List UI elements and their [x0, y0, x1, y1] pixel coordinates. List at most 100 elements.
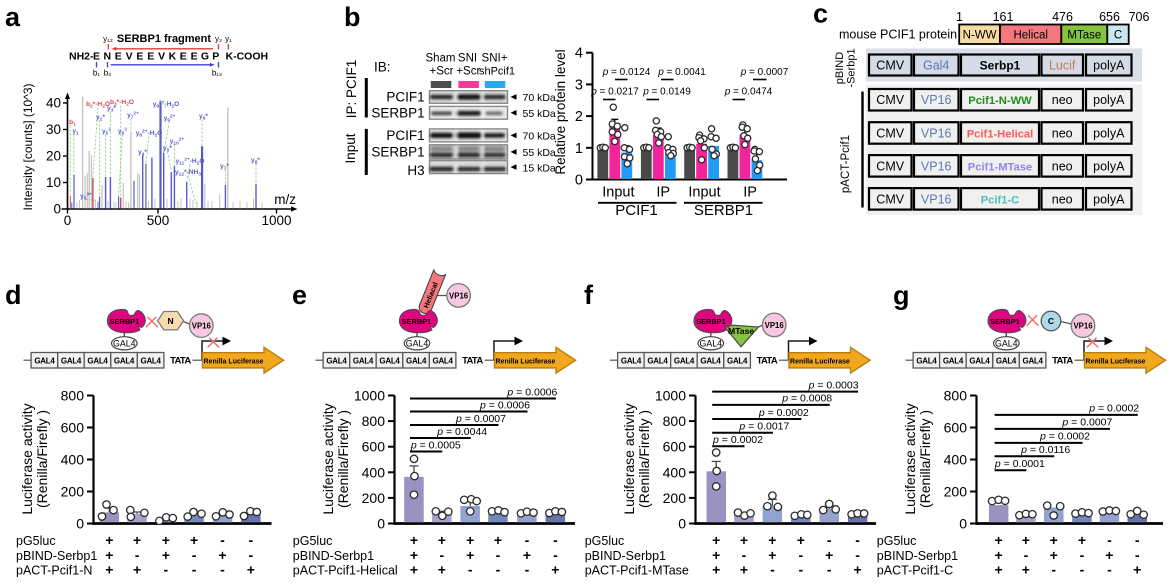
svg-text:-: -	[1080, 547, 1085, 563]
svg-text:N: N	[104, 51, 112, 63]
svg-text:-: -	[496, 562, 501, 578]
svg-text:p = 0.0008: p = 0.0008	[781, 393, 832, 405]
svg-text:0: 0	[575, 173, 583, 189]
svg-text:E: E	[136, 51, 143, 63]
svg-text:y52: y52	[102, 127, 111, 137]
svg-text:b1: b1	[69, 119, 76, 128]
svg-text:800: 800	[663, 413, 687, 429]
svg-text:p = 0.0002: p = 0.0002	[1088, 403, 1139, 415]
svg-text:pACT-Pcif1-Helical: pACT-Pcif1-Helical	[293, 564, 398, 578]
svg-text:MTase: MTase	[1067, 30, 1101, 42]
svg-text:neo: neo	[1052, 159, 1073, 173]
svg-text:pBIND-Serbp1: pBIND-Serbp1	[16, 549, 97, 563]
svg-text:+: +	[438, 532, 446, 548]
svg-text:VP16: VP16	[765, 321, 785, 330]
svg-text:y6*: y6*	[199, 113, 208, 122]
svg-text:TATA: TATA	[1052, 356, 1073, 367]
svg-text:-: -	[135, 547, 140, 563]
svg-text:GAL4: GAL4	[996, 357, 1017, 366]
svg-text:GAL4: GAL4	[647, 357, 668, 366]
svg-text:Pcif1-C: Pcif1-C	[981, 194, 1020, 206]
svg-text:+: +	[712, 547, 720, 563]
svg-text:SERBP1: SERBP1	[990, 317, 1020, 326]
svg-text:b3*-H2O: b3*-H2O	[110, 99, 134, 108]
svg-text:+: +	[247, 562, 255, 578]
svg-text:200: 200	[944, 484, 968, 500]
svg-text:p = 0.0002: p = 0.0002	[712, 434, 763, 446]
svg-text:y5*: y5*	[163, 145, 172, 154]
svg-text:p = 0.0217: p = 0.0217	[590, 87, 639, 98]
svg-text:400: 400	[663, 464, 687, 480]
svg-text:GAL4: GAL4	[621, 357, 642, 366]
svg-text:p = 0.0002: p = 0.0002	[758, 407, 809, 419]
svg-text:400: 400	[362, 464, 386, 480]
svg-text:GAL4: GAL4	[916, 357, 937, 366]
svg-text:C: C	[1048, 316, 1054, 326]
svg-text:p = 0.0474: p = 0.0474	[724, 87, 773, 98]
svg-text:20: 20	[46, 149, 61, 164]
svg-text:-: -	[1107, 532, 1112, 548]
svg-text:p = 0.0006: p = 0.0006	[506, 386, 557, 398]
svg-text:+: +	[410, 532, 418, 548]
svg-text:TATA: TATA	[757, 356, 778, 367]
svg-text:Relative protein level: Relative protein level	[553, 49, 568, 174]
svg-text:p = 0.0007: p = 0.0007	[740, 67, 789, 78]
svg-text:GAL4: GAL4	[34, 357, 55, 366]
svg-text:Gal4: Gal4	[923, 59, 949, 73]
svg-text:-: -	[1080, 562, 1085, 578]
svg-text:E: E	[93, 51, 100, 63]
svg-text:+: +	[523, 547, 531, 563]
svg-text:SERBP1: SERBP1	[694, 202, 753, 219]
svg-text:+: +	[1022, 532, 1030, 548]
svg-text:GAL4: GAL4	[114, 357, 135, 366]
svg-text:pG5luc: pG5luc	[877, 534, 917, 548]
svg-text:-: -	[855, 532, 860, 548]
svg-text:+: +	[1050, 532, 1058, 548]
svg-text:70 kDa: 70 kDa	[523, 92, 556, 104]
svg-text:476: 476	[1052, 10, 1073, 24]
svg-text:+: +	[105, 547, 113, 563]
svg-text:40: 40	[46, 96, 61, 111]
svg-text:-: -	[798, 562, 803, 578]
svg-text:GAL4: GAL4	[1023, 357, 1044, 366]
svg-text:GAL4: GAL4	[61, 357, 82, 366]
svg-text:VP16: VP16	[192, 322, 212, 331]
svg-text:600: 600	[663, 439, 687, 455]
svg-text:pG5luc: pG5luc	[585, 534, 625, 548]
svg-text:P: P	[212, 51, 219, 63]
svg-text:-: -	[1107, 562, 1112, 578]
svg-text:GAL4: GAL4	[995, 338, 1018, 348]
svg-text:+: +	[1133, 562, 1141, 578]
svg-text:+: +	[494, 532, 502, 548]
svg-text:y8*: y8*	[251, 157, 260, 166]
svg-text:Renilla Luciferase: Renilla Luciferase	[790, 358, 850, 365]
svg-text:Input: Input	[343, 133, 358, 163]
svg-text:200: 200	[61, 484, 85, 500]
svg-text:y7*: y7*	[220, 163, 229, 172]
svg-text:SERBP1: SERBP1	[371, 106, 424, 121]
svg-text:b: b	[344, 2, 361, 32]
svg-text:+: +	[466, 532, 474, 548]
svg-text:K-COOH: K-COOH	[226, 51, 269, 63]
svg-text:+: +	[410, 547, 418, 563]
svg-text:+: +	[105, 562, 113, 578]
svg-text:-: -	[496, 547, 501, 563]
svg-text:-: -	[553, 547, 558, 563]
svg-text:pG5luc: pG5luc	[293, 534, 333, 548]
svg-text:+: +	[768, 547, 776, 563]
svg-text:+: +	[712, 562, 720, 578]
svg-text:Serbp1: Serbp1	[980, 59, 1021, 73]
svg-text:+: +	[551, 562, 559, 578]
svg-text:p = 0.0007: p = 0.0007	[1061, 417, 1112, 429]
svg-text:-: -	[525, 532, 530, 548]
svg-text:-: -	[163, 562, 168, 578]
svg-text:SERBP1 fragment: SERBP1 fragment	[117, 33, 211, 45]
svg-text:+: +	[162, 532, 170, 548]
svg-text:0: 0	[53, 202, 61, 217]
svg-text:(Renilla/Firefly ): (Renilla/Firefly )	[34, 410, 50, 508]
svg-text:-: -	[1135, 547, 1140, 563]
svg-text:0: 0	[678, 516, 686, 532]
svg-text:p = 0.0017: p = 0.0017	[738, 421, 789, 433]
svg-text:p = 0.0005: p = 0.0005	[410, 439, 461, 451]
svg-text:p = 0.0007: p = 0.0007	[455, 413, 506, 425]
